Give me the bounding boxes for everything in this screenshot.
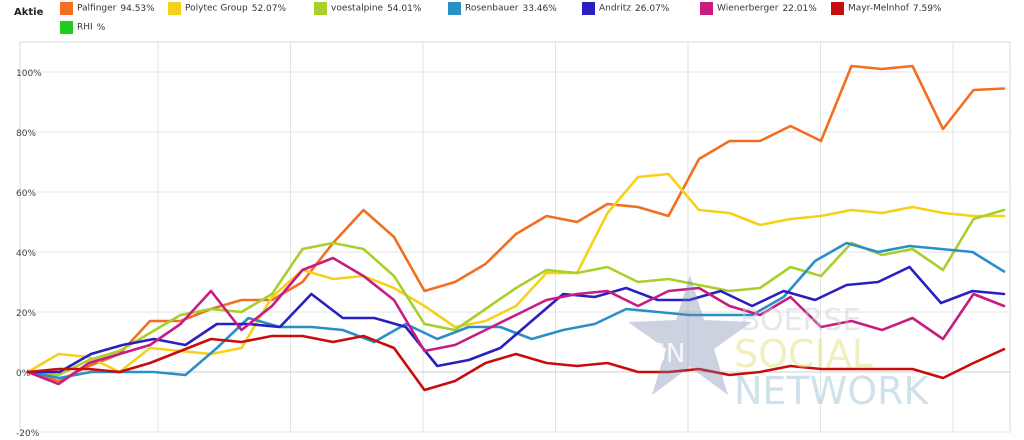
legend-series-name: voestalpine — [331, 3, 384, 14]
legend-series-name: Palfinger — [77, 3, 117, 14]
series-line-andritz[interactable] — [26, 265, 1006, 374]
legend-item[interactable]: Polytec Group 52.07% — [168, 2, 286, 15]
legend-series-value: 33.46% — [522, 3, 557, 14]
legend-item[interactable]: Rosenbauer 33.46% — [448, 2, 557, 15]
y-tick-label: 100% — [16, 69, 42, 79]
legend-series-name: RHI — [77, 22, 93, 33]
legend-item[interactable]: Wienerberger 22.01% — [700, 2, 817, 15]
legend-series-value: 7.59% — [912, 3, 942, 14]
legend-swatch — [60, 2, 73, 15]
legend-series-name: Rosenbauer — [465, 3, 519, 14]
legend-series-value: 26.07% — [635, 3, 670, 14]
legend-item[interactable]: RHI% — [60, 21, 105, 34]
series-line-palfinger[interactable] — [26, 64, 1006, 383]
series-line-wienerberger[interactable] — [26, 256, 1006, 386]
y-tick-label: 40% — [16, 249, 36, 259]
y-tick-label: 0% — [16, 369, 31, 379]
chart-legend: Aktie Palfinger 94.53% Polytec Group 52.07%… — [8, 2, 1018, 38]
legend-title: Aktie — [14, 7, 44, 18]
legend-series-name: Wienerberger — [717, 3, 779, 14]
y-tick-label: 20% — [16, 309, 36, 319]
legend-swatch — [314, 2, 327, 15]
legend-series-value: 52.07% — [251, 3, 287, 14]
legend-series-name: Polytec Group — [185, 3, 248, 14]
legend-item[interactable]: Andritz 26.07% — [582, 2, 669, 15]
legend-series-value: 22.01% — [782, 3, 817, 14]
series-line-mayr-melnhof[interactable] — [26, 334, 1006, 392]
legend-series-value: 94.53% — [120, 3, 155, 14]
legend-series-name: Andritz — [599, 3, 632, 14]
legend-swatch — [831, 2, 844, 15]
legend-item[interactable]: voestalpine 54.01% — [314, 2, 421, 15]
legend-swatch — [168, 2, 181, 15]
legend-swatch — [582, 2, 595, 15]
legend-item[interactable]: Mayr-Melnhof 7.59% — [831, 2, 941, 15]
series-line-rosenbauer[interactable] — [26, 241, 1006, 380]
legend-swatch — [700, 2, 713, 15]
series-line-polytec-group[interactable] — [26, 172, 1006, 374]
legend-item[interactable]: Palfinger 94.53% — [60, 2, 155, 15]
legend-series-name: Mayr-Melnhof — [848, 3, 909, 14]
y-tick-label: 60% — [16, 189, 36, 199]
y-tick-label: 80% — [16, 129, 36, 139]
legend-swatch — [60, 21, 73, 34]
legend-swatch — [448, 2, 461, 15]
legend-series-value: 54.01% — [387, 3, 422, 14]
legend-series-value: % — [96, 22, 106, 33]
y-tick-label: -20% — [16, 429, 40, 439]
